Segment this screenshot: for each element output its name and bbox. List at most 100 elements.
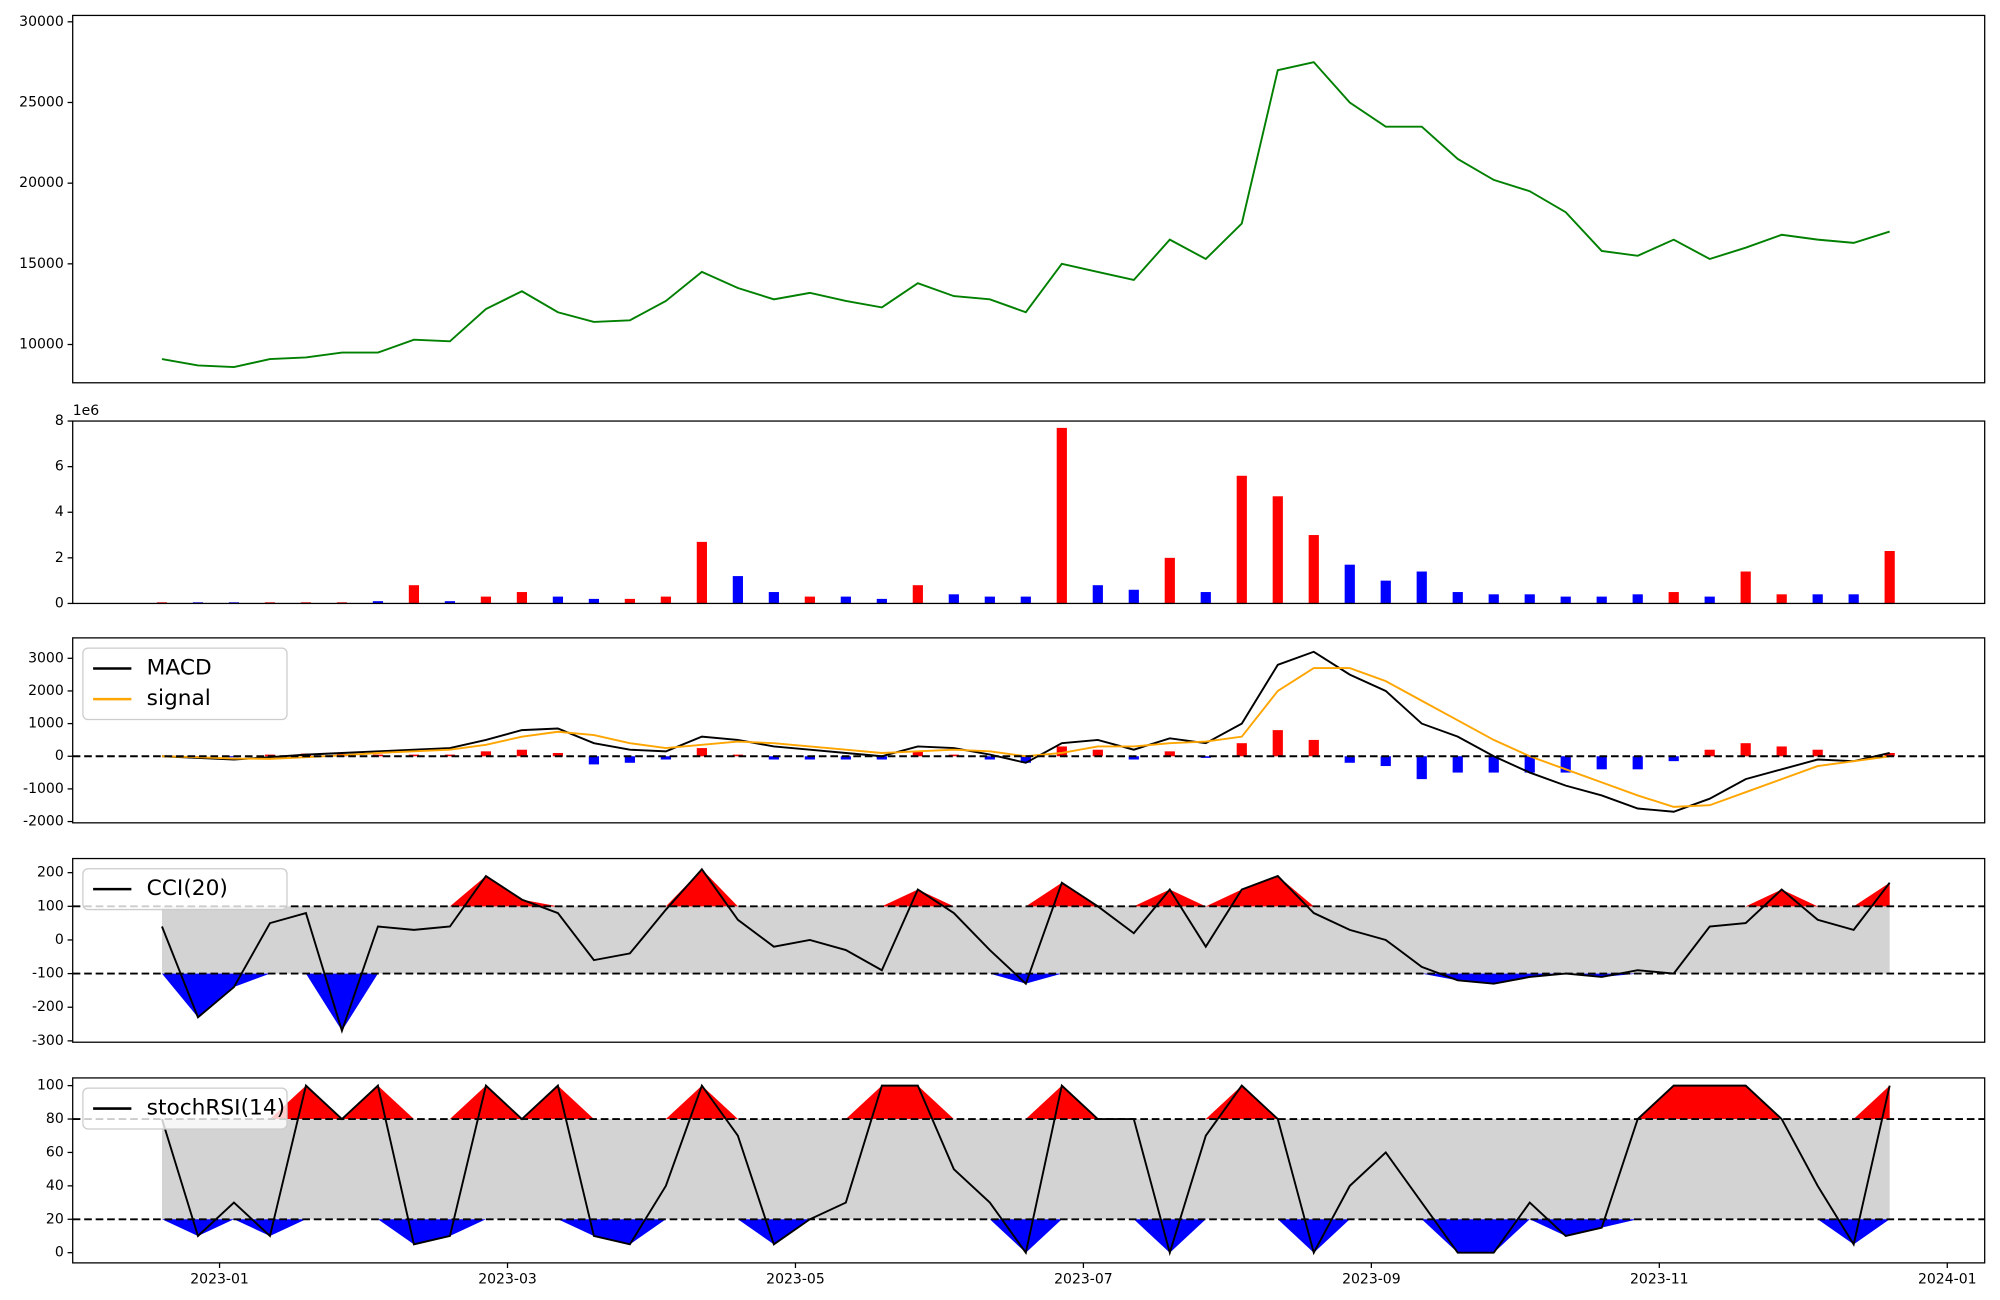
volume-bar [1128,589,1139,604]
volume-bar [1272,496,1283,604]
volume-bar [840,596,851,604]
y-tick-label: -1000 [23,781,64,797]
volume-bar [660,596,671,604]
volume-bar [1740,571,1751,604]
y-tick-label: 10000 [19,337,64,353]
series-line [161,867,1891,1034]
y-tick-label: 20 [46,1211,64,1227]
legend-label: MACD [147,655,212,680]
y-tick-label: -100 [32,966,64,982]
band-fill [161,906,1890,974]
offset-label: 1e6 [73,403,100,419]
legend-box [82,1087,288,1130]
histogram-bar [588,756,599,765]
volume-bar [876,598,887,604]
overbought-fill [161,869,1890,907]
oversold-fill [161,1219,1890,1253]
volume-bar [1164,557,1175,604]
series-line [161,61,1890,369]
volume-bar [1200,592,1211,604]
volume-bar [768,592,779,604]
x-tick-label: 2023-11 [1630,1271,1689,1287]
histogram-bar [912,751,923,757]
series-line [161,667,1890,808]
volume-bar [624,598,635,604]
panel-frame [72,1077,1986,1264]
histogram-bar [1560,756,1571,773]
y-tick-label: 6 [55,459,64,475]
histogram-bar [480,751,492,757]
histogram-bar [1164,751,1175,757]
legend-label: CCI(20) [147,876,228,901]
volume-bar [1236,475,1247,604]
histogram-bar [1128,756,1139,760]
histogram-bar [624,756,635,763]
histogram-bar [408,754,420,757]
histogram-bar [552,752,564,757]
histogram-bar [1236,743,1247,757]
y-tick-label: 15000 [19,256,64,272]
volume-bar [1848,594,1859,604]
volume-bar [1380,580,1391,604]
y-tick-label: 60 [46,1144,64,1160]
volume-bar [516,592,528,604]
histogram-bar [1344,756,1355,763]
volume-bar [984,596,995,604]
volume-bar [696,541,707,604]
histogram-bar [1092,749,1103,757]
volume-bar [1560,596,1571,604]
oversold-fill [161,973,1890,1031]
volume-bar [1344,564,1355,604]
volume-bar [1092,585,1103,604]
volume-bar [1776,594,1787,604]
histogram-bar [1596,756,1607,770]
histogram-bar [696,748,707,757]
volume-bar [444,601,456,604]
histogram-bar [1452,756,1463,773]
histogram-bar [768,756,779,760]
x-tick-label: 2023-01 [190,1271,249,1287]
histogram-bar [1416,756,1427,780]
y-tick-label: -300 [32,1033,64,1049]
volume-bar [588,598,599,604]
histogram-bar [1020,756,1031,763]
volume-bar [1668,592,1679,604]
band-fill [161,1119,1890,1220]
volume-bar [1416,571,1427,604]
volume-bar [1488,594,1499,604]
histogram-bar [1776,746,1787,757]
y-tick-label: 80 [46,1111,64,1127]
y-tick-label: 8 [55,413,64,429]
histogram-bar [984,756,995,760]
series-line [161,1083,1891,1257]
volume-bar [1704,596,1715,604]
y-tick-label: 30000 [19,14,64,30]
y-tick-label: 1000 [28,716,64,732]
y-tick-label: 40 [46,1178,64,1194]
volume-bar [732,576,743,604]
volume-bar [480,596,492,604]
volume-bar [948,594,959,604]
histogram-bar [1308,739,1319,757]
legend-label: stochRSI(14) [147,1096,285,1121]
volume-bar [1632,594,1643,604]
y-tick-label: 0 [55,932,64,948]
y-tick-label: -200 [32,999,64,1015]
histogram-bar [876,756,887,760]
histogram-bar [1524,756,1535,773]
histogram-bar [948,754,959,757]
y-tick-label: 200 [37,865,64,881]
histogram-bar [804,756,815,760]
histogram-bar [1272,730,1283,757]
y-tick-label: 100 [37,898,64,914]
histogram-bar [1632,756,1643,770]
panel-frame [72,637,1986,824]
histogram-bar [1704,749,1715,757]
volume-bar [1524,594,1535,604]
overbought-fill [161,1085,1890,1120]
volume-bar [804,596,815,604]
x-tick-label: 2024-01 [1918,1271,1977,1287]
legend-box [82,647,288,721]
volume-bar [912,585,923,604]
histogram-bar [1668,756,1679,762]
